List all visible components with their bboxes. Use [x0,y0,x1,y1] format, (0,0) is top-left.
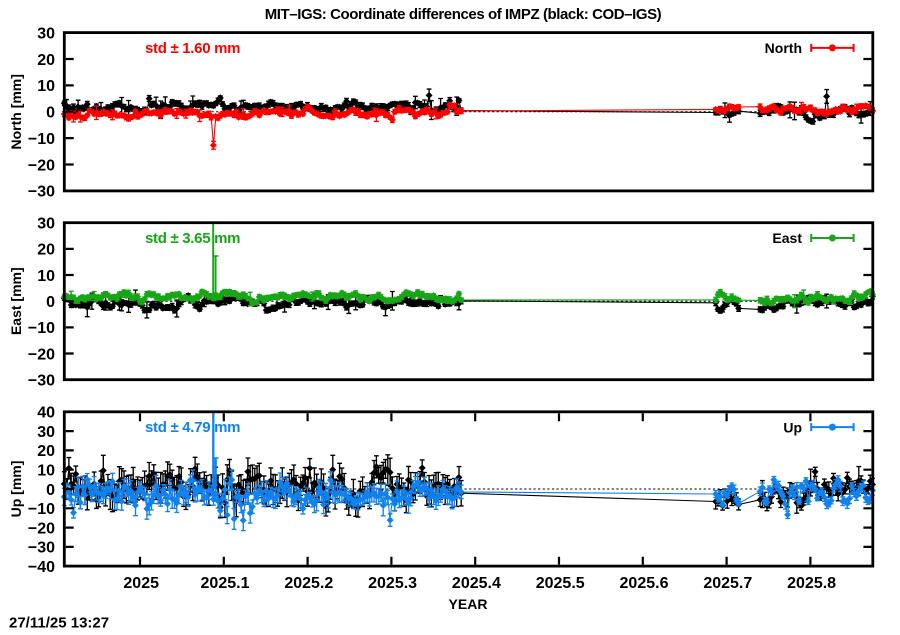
svg-text:−40: −40 [28,559,55,576]
svg-text:2025.7: 2025.7 [703,575,752,592]
svg-text:30: 30 [37,216,55,233]
svg-text:−30: −30 [28,540,55,557]
svg-text:2025.8: 2025.8 [787,575,836,592]
svg-text:20: 20 [37,443,55,460]
svg-text:2025: 2025 [123,575,159,592]
svg-text:North [mm]: North [mm] [8,74,24,149]
svg-text:std ± 4.79 mm: std ± 4.79 mm [145,419,240,436]
svg-text:10: 10 [37,268,55,285]
svg-text:0: 0 [46,482,55,499]
svg-text:20: 20 [37,242,55,259]
svg-text:East: East [772,230,802,246]
svg-text:2025.4: 2025.4 [452,575,501,592]
svg-text:YEAR: YEAR [449,596,488,612]
svg-text:Up [mm]: Up [mm] [8,461,24,518]
svg-text:MIT–IGS: Coordinate difference: MIT–IGS: Coordinate differences of IMPZ … [265,6,662,23]
svg-text:20: 20 [37,52,55,69]
svg-text:−30: −30 [28,184,55,201]
svg-text:2025.3: 2025.3 [368,575,417,592]
svg-text:30: 30 [37,424,55,441]
svg-text:std ± 3.65 mm: std ± 3.65 mm [145,230,240,247]
svg-text:10: 10 [37,78,55,95]
svg-text:−10: −10 [28,131,55,148]
svg-text:−10: −10 [28,501,55,518]
svg-text:North: North [765,40,802,56]
svg-text:−10: −10 [28,320,55,337]
svg-text:2025.2: 2025.2 [284,575,333,592]
svg-text:−20: −20 [28,346,55,363]
svg-text:0: 0 [46,105,55,122]
svg-text:−30: −30 [28,373,55,390]
svg-text:10: 10 [37,463,55,480]
svg-text:2025.5: 2025.5 [536,575,585,592]
svg-text:Up: Up [783,419,802,435]
svg-text:std ± 1.60 mm: std ± 1.60 mm [145,40,240,57]
svg-text:0: 0 [46,294,55,311]
svg-text:−20: −20 [28,157,55,174]
svg-text:2025.6: 2025.6 [620,575,669,592]
svg-text:2025.1: 2025.1 [201,575,250,592]
svg-text:30: 30 [37,25,55,42]
svg-text:27/11/25 13:27: 27/11/25 13:27 [9,615,109,631]
svg-text:East [mm]: East [mm] [8,267,24,335]
svg-text:40: 40 [37,405,55,422]
svg-text:−20: −20 [28,520,55,537]
